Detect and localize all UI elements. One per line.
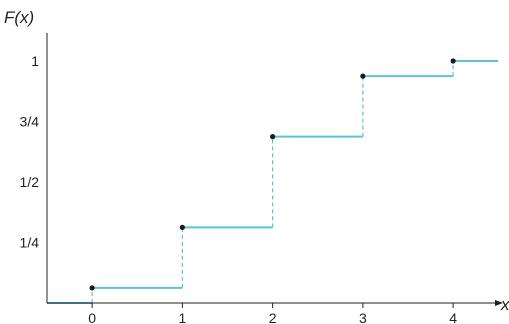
x-tick-label-3: 3 [359,310,367,324]
jump-lines [91,61,454,303]
step-dot-3 [270,134,276,140]
step-dots [89,58,456,291]
y-tick-label-1: 1/2 [20,174,40,190]
step-dot-1 [89,285,95,291]
x-axis-title: x [500,295,509,314]
y-tick-label-0: 1/4 [20,235,40,251]
axes [46,33,503,306]
y-tick-label-2: 3/4 [20,114,40,130]
x-tick-label-4: 4 [449,310,457,324]
x-tick-labels: 0 1 2 3 4 [88,303,457,324]
step-dot-5 [450,58,456,64]
y-tick-labels: 1/4 1/2 3/4 1 [20,53,40,251]
step-dot-4 [360,73,366,79]
y-axis-title: F(x) [4,8,34,27]
x-tick-label-0: 0 [88,310,96,324]
step-dot-2 [179,224,185,230]
x-tick-label-1: 1 [178,310,186,324]
y-tick-label-3: 1 [31,53,39,69]
x-tick-label-2: 2 [269,310,277,324]
x-axis-arrowhead [495,300,503,306]
